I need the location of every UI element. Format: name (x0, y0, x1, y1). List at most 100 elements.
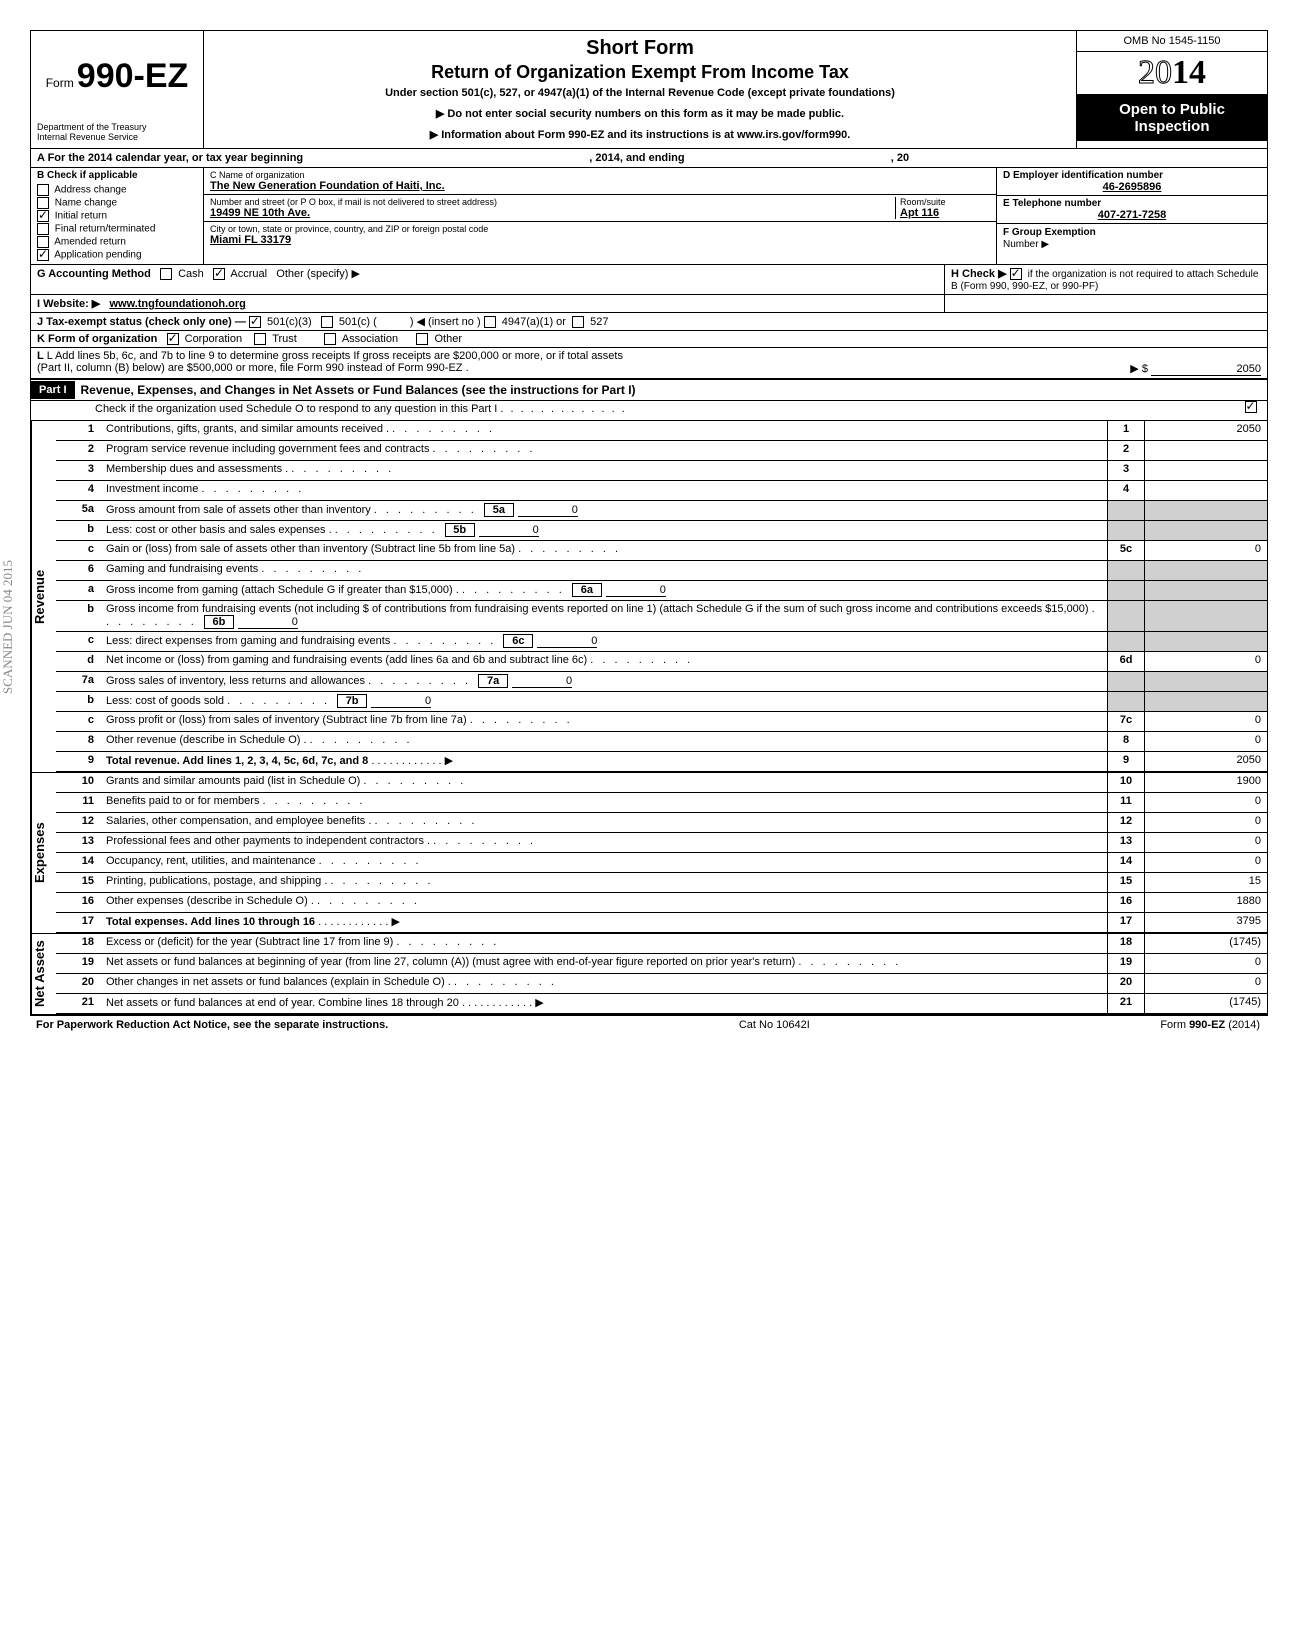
box-num-17: 17 (1107, 913, 1144, 932)
line-1: 1 Contributions, gifts, grants, and simi… (56, 421, 1267, 441)
b-checkbox-0[interactable] (37, 184, 49, 196)
e-phone-label: E Telephone number (1003, 198, 1261, 209)
line-num: 6 (56, 561, 102, 580)
line-desc: Gross income from gaming (attach Schedul… (102, 581, 1107, 600)
line-14: 14 Occupancy, rent, utilities, and maint… (56, 853, 1267, 873)
open-public: Open to Public Inspection (1077, 95, 1267, 141)
k-corp-checkbox[interactable] (167, 333, 179, 345)
line-desc: Contributions, gifts, grants, and simila… (102, 421, 1107, 440)
inner-val-5b: 0 (479, 524, 539, 537)
line-desc: Less: cost or other basis and sales expe… (102, 521, 1107, 540)
line-11: 11 Benefits paid to or for members . . .… (56, 793, 1267, 813)
box-val-1: 2050 (1144, 421, 1267, 440)
col-def: D Employer identification number 46-2695… (996, 168, 1267, 264)
box-val-11: 0 (1144, 793, 1267, 812)
l-text2: (Part II, column (B) below) are $500,000… (37, 362, 469, 374)
box-num-3: 3 (1107, 461, 1144, 480)
section-bcdef: B Check if applicable Address change Nam… (31, 168, 1267, 265)
box-num-6d: 6d (1107, 652, 1144, 671)
line-c: c Gross profit or (loss) from sales of i… (56, 712, 1267, 732)
h-checkbox[interactable] (1010, 268, 1022, 280)
line-20: 20 Other changes in net assets or fund b… (56, 974, 1267, 994)
footer-mid: Cat No 10642I (739, 1019, 810, 1031)
line-num: 17 (56, 913, 102, 932)
b-item: Application pending (37, 249, 197, 261)
inner-val-6c: 0 (537, 635, 597, 648)
g-accrual-checkbox[interactable] (213, 268, 225, 280)
year-cell: OMB No 1545-1150 2014 Open to Public Ins… (1076, 31, 1267, 148)
g-cash-checkbox[interactable] (160, 268, 172, 280)
box-val-5c: 0 (1144, 541, 1267, 560)
l-text1: L Add lines 5b, 6c, and 7b to line 9 to … (47, 350, 623, 362)
box-val-4 (1144, 481, 1267, 500)
line-desc: Gross income from fundraising events (no… (102, 601, 1107, 631)
c-name-label: C Name of organization (210, 170, 990, 180)
k-trust-checkbox[interactable] (254, 333, 266, 345)
box-val-3 (1144, 461, 1267, 480)
k-other-checkbox[interactable] (416, 333, 428, 345)
inner-num-6b: 6b (204, 615, 234, 629)
line-num: 2 (56, 441, 102, 460)
line-num: 19 (56, 954, 102, 973)
inner-num-5a: 5a (484, 503, 514, 517)
k-label: K Form of organization (37, 333, 157, 345)
box-num-5c: 5c (1107, 541, 1144, 560)
line-desc: Gaming and fundraising events . . . . . … (102, 561, 1107, 580)
side-label-netassets: Net Assets (31, 934, 56, 1014)
room-label: Room/suite (900, 197, 990, 207)
inner-num-7b: 7b (337, 694, 367, 708)
ein-value: 46-2695896 (1003, 181, 1261, 193)
line-num: 13 (56, 833, 102, 852)
line-desc: Less: cost of goods sold . . . . . . . .… (102, 692, 1107, 711)
lines-grid: Revenue 1 Contributions, gifts, grants, … (31, 421, 1267, 1015)
tax-year: 2014 (1077, 52, 1267, 95)
box-num-10: 10 (1107, 773, 1144, 792)
line-c: c Gain or (loss) from sale of assets oth… (56, 541, 1267, 561)
omb-number: OMB No 1545-1150 (1077, 31, 1267, 52)
line-4: 4 Investment income . . . . . . . . . 4 (56, 481, 1267, 501)
line-16: 16 Other expenses (describe in Schedule … (56, 893, 1267, 913)
j-501c-checkbox[interactable] (321, 316, 333, 328)
box-num-4: 4 (1107, 481, 1144, 500)
line-6: 6 Gaming and fundraising events . . . . … (56, 561, 1267, 581)
box-num-2: 2 (1107, 441, 1144, 460)
box-val-21: (1745) (1144, 994, 1267, 1013)
k-assoc-checkbox[interactable] (324, 333, 336, 345)
line-desc: Salaries, other compensation, and employ… (102, 813, 1107, 832)
dept-treasury: Department of the Treasury (37, 122, 197, 132)
part1-title: Revenue, Expenses, and Changes in Net As… (75, 380, 642, 400)
line-num: c (56, 712, 102, 731)
b-item: Final return/terminated (37, 223, 197, 235)
b-header: B Check if applicable (37, 170, 197, 181)
line-desc: Total expenses. Add lines 10 through 16 … (102, 913, 1107, 932)
line-d: d Net income or (loss) from gaming and f… (56, 652, 1267, 672)
box-val-15: 15 (1144, 873, 1267, 892)
side-label-revenue: Revenue (31, 421, 56, 772)
b-checkbox-5[interactable] (37, 249, 49, 261)
line-3: 3 Membership dues and assessments . . . … (56, 461, 1267, 481)
inner-val-5a: 0 (518, 504, 578, 517)
line-num: b (56, 692, 102, 711)
line-desc: Other expenses (describe in Schedule O) … (102, 893, 1107, 912)
line-desc: Net assets or fund balances at beginning… (102, 954, 1107, 973)
line-8: 8 Other revenue (describe in Schedule O)… (56, 732, 1267, 752)
org-address: 19499 NE 10th Ave. (210, 207, 895, 219)
line-num: b (56, 601, 102, 631)
j-501c3-checkbox[interactable] (249, 316, 261, 328)
line-desc: Less: direct expenses from gaming and fu… (102, 632, 1107, 651)
line-num: 1 (56, 421, 102, 440)
box-num-20: 20 (1107, 974, 1144, 993)
b-checkbox-2[interactable] (37, 210, 49, 222)
j-4947-checkbox[interactable] (484, 316, 496, 328)
j-527-checkbox[interactable] (572, 316, 584, 328)
part1-scho-checkbox[interactable] (1245, 401, 1257, 413)
line-21: 21 Net assets or fund balances at end of… (56, 994, 1267, 1014)
line-desc: Net assets or fund balances at end of ye… (102, 994, 1107, 1013)
title-section: Under section 501(c), 527, or 4947(a)(1)… (214, 87, 1066, 99)
box-val-8: 0 (1144, 732, 1267, 751)
line-desc: Program service revenue including govern… (102, 441, 1107, 460)
form-header: Form 990-EZ Department of the Treasury I… (31, 31, 1267, 149)
col-b-checkboxes: B Check if applicable Address change Nam… (31, 168, 204, 264)
b-checkbox-3[interactable] (37, 223, 49, 235)
row-l: L L Add lines 5b, 6c, and 7b to line 9 t… (31, 348, 1267, 380)
